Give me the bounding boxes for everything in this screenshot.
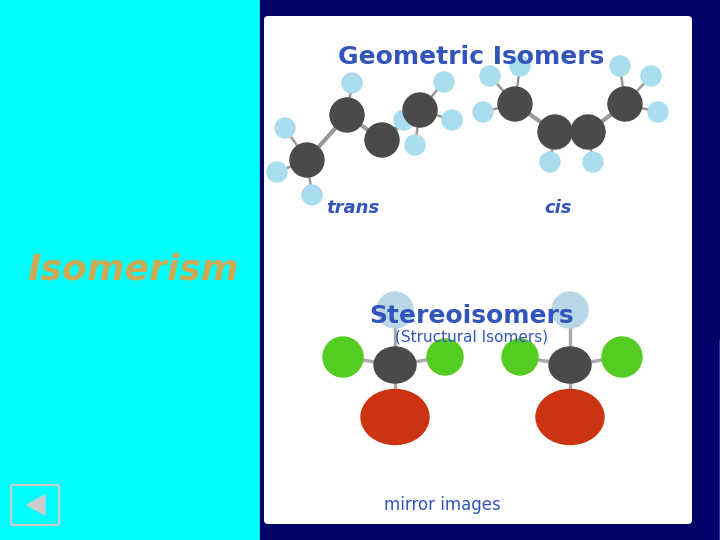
Circle shape [608,87,642,121]
Circle shape [473,102,493,122]
Text: Geometric Isomers: Geometric Isomers [338,45,605,69]
Circle shape [502,339,538,375]
Ellipse shape [536,389,604,444]
Circle shape [377,292,413,328]
Text: trans: trans [326,199,379,217]
Circle shape [602,337,642,377]
Circle shape [365,123,399,157]
Circle shape [434,72,454,92]
Text: cis: cis [544,199,572,217]
Circle shape [583,152,603,172]
Circle shape [540,152,560,172]
Circle shape [405,135,425,155]
Circle shape [480,66,500,86]
Ellipse shape [374,347,416,383]
Circle shape [442,110,462,130]
Circle shape [342,73,362,93]
Circle shape [641,66,661,86]
Text: Isomerism: Isomerism [27,253,239,287]
Ellipse shape [549,347,591,383]
FancyBboxPatch shape [264,16,692,524]
Circle shape [571,115,605,149]
Circle shape [394,110,414,130]
Ellipse shape [361,389,429,444]
Circle shape [302,185,322,205]
Circle shape [275,118,295,138]
Circle shape [510,56,530,76]
Circle shape [498,87,532,121]
Circle shape [330,98,364,132]
Polygon shape [27,495,45,515]
Circle shape [648,102,668,122]
Circle shape [427,339,463,375]
Text: (Structural Isomers): (Structural Isomers) [395,330,548,345]
Circle shape [403,93,437,127]
Circle shape [290,143,324,177]
Circle shape [538,115,572,149]
Circle shape [323,337,363,377]
Circle shape [610,56,630,76]
Polygon shape [260,0,720,540]
Text: mirror images: mirror images [384,496,501,514]
Text: Stereoisomers: Stereoisomers [369,304,574,328]
Circle shape [267,162,287,182]
Polygon shape [0,0,260,300]
Circle shape [552,292,588,328]
